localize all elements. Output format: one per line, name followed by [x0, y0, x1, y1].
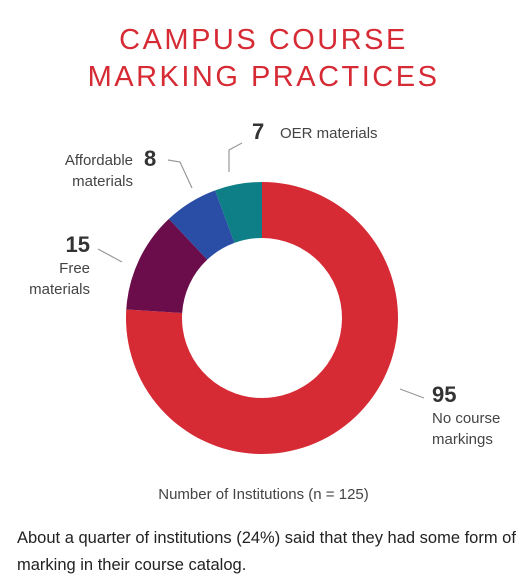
chart-title: CAMPUS COURSE MARKING PRACTICES — [87, 24, 440, 93]
slice-label: 15 Free materials — [8, 232, 90, 300]
value-label: 15 — [65, 232, 90, 257]
category-label: OER materials — [280, 125, 378, 142]
category-label: Affordable materials — [64, 152, 133, 190]
donut-slice — [126, 218, 208, 313]
value-label: 7 — [252, 119, 265, 144]
donut-slice — [126, 182, 398, 454]
title-box: CAMPUS COURSE MARKING PRACTICES — [0, 22, 527, 96]
category-label: No course markings — [432, 410, 501, 448]
donut-slice — [168, 190, 235, 260]
donut-slice — [215, 182, 262, 243]
leader-lines — [97, 142, 425, 399]
footer-text: About a quarter of institutions (24%) sa… — [17, 529, 516, 574]
caption: Number of Institutions (n = 125) — [158, 486, 369, 503]
category-label: Free materials — [29, 260, 90, 298]
leader-line — [97, 248, 123, 263]
leader-line — [167, 159, 193, 189]
slice-label: 95 No course markings — [432, 382, 522, 450]
leader-line — [228, 142, 243, 172]
value-label: 95 — [432, 382, 457, 407]
value-label: 8 — [144, 146, 157, 171]
leader-line — [399, 388, 425, 399]
